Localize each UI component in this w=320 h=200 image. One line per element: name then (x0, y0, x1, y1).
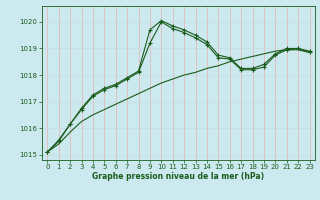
X-axis label: Graphe pression niveau de la mer (hPa): Graphe pression niveau de la mer (hPa) (92, 172, 264, 181)
